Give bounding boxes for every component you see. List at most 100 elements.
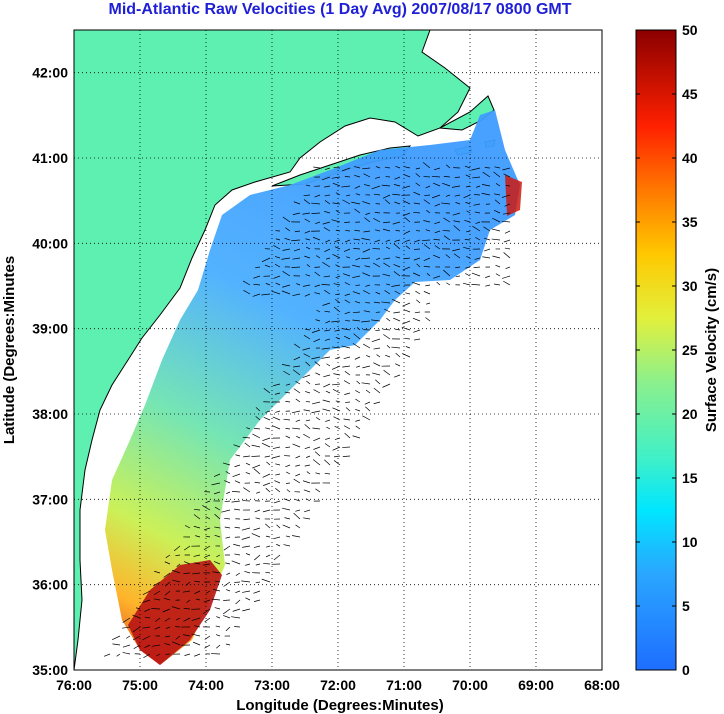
velocity-arrow [412, 317, 421, 322]
velocity-arrow [362, 415, 371, 421]
velocity-arrow [342, 199, 351, 205]
velocity-field [105, 110, 520, 665]
velocity-arrow [364, 265, 371, 268]
velocity-arrow [322, 399, 331, 403]
velocity-arrow [481, 184, 491, 187]
velocity-arrow [184, 525, 191, 529]
velocity-arrow [164, 617, 171, 622]
velocity-arrow [394, 201, 401, 205]
velocity-arrow [463, 246, 471, 250]
velocity-arrow [265, 283, 271, 286]
velocity-arrow [302, 284, 311, 287]
velocity-arrow [325, 257, 331, 260]
velocity-arrow [351, 201, 361, 205]
velocity-arrow [122, 644, 131, 648]
velocity-arrow [446, 282, 451, 286]
velocity-arrow [273, 275, 281, 279]
velocity-arrow [333, 283, 341, 286]
velocity-arrow [163, 572, 171, 578]
velocity-arrow [305, 238, 311, 241]
velocity-arrow [203, 545, 211, 550]
velocity-arrow [333, 167, 341, 169]
velocity-arrow [304, 230, 311, 234]
velocity-arrow [295, 381, 301, 385]
colorbar-tick-label: 45 [682, 86, 698, 102]
velocity-arrow [393, 243, 401, 250]
velocity-arrow [122, 626, 131, 629]
velocity-arrow [264, 455, 271, 458]
velocity-arrow [195, 598, 201, 601]
lat-tick-label: 37:00 [32, 491, 68, 507]
velocity-arrow [116, 653, 121, 657]
velocity-arrow [304, 509, 311, 513]
velocity-arrow [234, 508, 241, 511]
velocity-arrow [395, 230, 401, 232]
velocity-arrow [355, 193, 361, 196]
velocity-arrow [132, 626, 141, 633]
velocity-arrow [186, 599, 191, 603]
velocity-arrow [392, 221, 401, 225]
velocity-arrow [402, 185, 411, 189]
velocity-arrow [352, 291, 361, 295]
velocity-arrow [386, 283, 391, 286]
velocity-arrow [344, 392, 351, 395]
velocity-arrow [415, 167, 421, 170]
velocity-arrow [331, 219, 341, 223]
velocity-arrow [321, 347, 331, 350]
velocity-arrow [151, 644, 161, 647]
velocity-arrow [282, 507, 291, 511]
velocity-arrow [252, 433, 261, 439]
velocity-arrow [421, 239, 431, 241]
velocity-arrow [442, 230, 451, 232]
velocity-arrow [176, 617, 181, 621]
velocity-arrow [331, 383, 341, 386]
velocity-arrow [322, 221, 331, 225]
velocity-arrow [324, 167, 331, 170]
velocity-arrow [443, 217, 451, 223]
velocity-arrow [375, 329, 381, 332]
colorbar-tick-label: 20 [682, 406, 698, 422]
velocity-arrow [355, 408, 361, 412]
velocity-arrow [343, 380, 351, 385]
velocity-arrow [493, 193, 501, 196]
velocity-arrow [306, 264, 311, 268]
velocity-arrow [344, 432, 351, 439]
velocity-arrow [362, 272, 371, 277]
velocity-arrow [443, 269, 451, 277]
velocity-arrow [415, 173, 421, 178]
velocity-arrow [354, 356, 361, 360]
velocity-arrow [484, 237, 491, 241]
velocity-arrow [405, 292, 411, 295]
velocity-arrow [354, 229, 361, 232]
velocity-arrow [372, 248, 381, 250]
velocity-arrow [322, 262, 331, 268]
velocity-arrow [202, 608, 211, 615]
velocity-arrow [245, 462, 251, 466]
velocity-arrow [334, 329, 341, 332]
velocity-arrow [334, 246, 341, 250]
velocity-arrow [243, 290, 251, 295]
velocity-arrow [275, 410, 281, 413]
velocity-arrow [443, 176, 451, 178]
lon-tick-label: 69:00 [518, 677, 554, 693]
velocity-arrow [363, 230, 371, 233]
velocity-arrow [231, 500, 241, 503]
velocity-arrow [271, 425, 281, 430]
velocity-arrow [446, 164, 451, 169]
velocity-arrow [365, 389, 371, 394]
velocity-arrow [213, 589, 221, 592]
velocity-arrow [235, 454, 241, 457]
velocity-arrow [304, 328, 311, 331]
velocity-arrow [276, 524, 281, 529]
velocity-arrow [296, 436, 301, 439]
velocity-arrow [345, 401, 351, 403]
velocity-arrow [453, 220, 461, 223]
velocity-arrow [295, 455, 301, 459]
velocity-arrow [386, 317, 391, 322]
velocity-arrow [205, 516, 211, 520]
velocity-arrow [505, 185, 511, 187]
velocity-arrow [431, 175, 441, 178]
velocity-arrow [425, 185, 431, 189]
velocity-arrow [373, 193, 381, 196]
velocity-arrow [455, 275, 461, 277]
